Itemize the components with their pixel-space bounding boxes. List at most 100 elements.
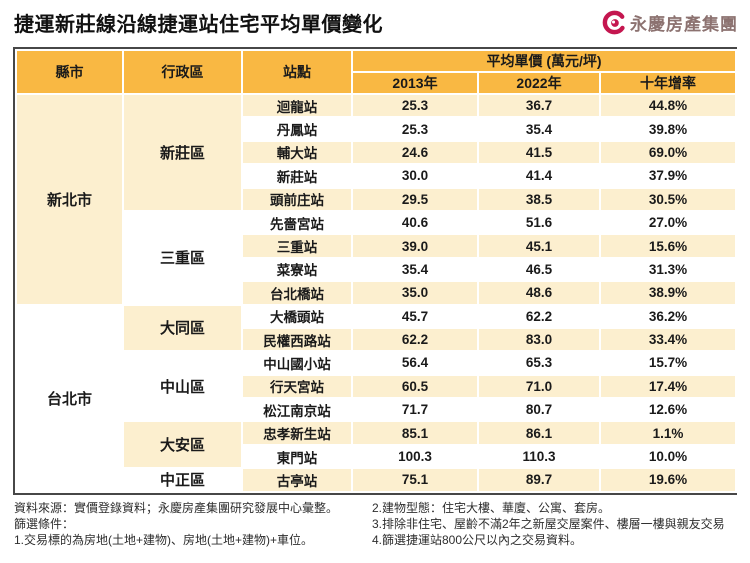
footer-notes: 資料來源：實價登錄資料；永慶房產集團研究發展中心彙整。 篩選條件： 1.交易標的… (14, 501, 738, 549)
station-cell: 新莊站 (241, 163, 353, 189)
header-district: 行政區 (122, 49, 243, 95)
growth-cell: 39.8% (598, 116, 738, 142)
growth-cell: 19.6% (598, 467, 738, 493)
company-name: 永慶房產集團 (630, 15, 738, 34)
footer-filter-label: 篩選條件： (14, 516, 75, 531)
price-2022-cell: 48.6 (477, 280, 601, 306)
footer-condition-4: 4.篩選捷運站800公尺以內之交易資料。 (372, 532, 583, 547)
growth-cell: 10.0% (598, 443, 738, 470)
price-2022-cell: 36.7 (477, 92, 601, 119)
footer-condition-2: 2.建物型態：住宅大樓、華廈、公寓、套房。 (372, 501, 611, 515)
price-2022-cell: 65.3 (477, 350, 601, 376)
price-2022-cell: 86.1 (477, 420, 601, 446)
price-2022-cell: 35.4 (477, 116, 601, 142)
price-2013-cell: 35.4 (351, 256, 479, 283)
price-2013-cell: 35.0 (351, 280, 479, 306)
growth-cell: 33.4% (598, 326, 738, 353)
price-2013-cell: 29.5 (351, 186, 479, 212)
station-cell: 輔大站 (241, 139, 353, 166)
table-row: 三重區 先嗇宮站 40.6 51.6 27.0% (16, 209, 738, 306)
table-row: 中山區 中山國小站 56.4 65.3 15.7% (16, 350, 738, 423)
price-2022-cell: 51.6 (477, 209, 601, 236)
footer-source: 資料來源：實價登錄資料；永慶房產集團研究發展中心彙整。 (14, 501, 339, 515)
table-row: 東門站 100.3 110.3 10.0% (16, 443, 738, 470)
footer-condition-3: 3.排除非住宅、屋齡不滿2年之新屋交屋案件、樓層一樓與親友交易 (372, 516, 725, 531)
station-cell: 中山國小站 (241, 350, 353, 376)
price-2022-cell: 41.4 (477, 163, 601, 189)
station-cell: 行天宮站 (241, 373, 353, 400)
price-table-container: 縣市 行政區 站點 平均單價 (萬元/坪) 2013年 2022年 十年增率 新… (13, 47, 738, 495)
district-cell: 大安區 (122, 420, 243, 470)
price-2022-cell: 80.7 (477, 397, 601, 423)
price-2013-cell: 40.6 (351, 209, 479, 236)
growth-cell: 27.0% (598, 209, 738, 236)
growth-cell: 12.6% (598, 397, 738, 423)
company-logo: 永慶房產集團 (602, 10, 738, 35)
station-cell: 東門站 (241, 443, 353, 470)
station-cell: 大橋頭站 (241, 303, 353, 329)
price-2013-cell: 25.3 (351, 116, 479, 142)
page-title: 捷運新莊線沿線捷運站住宅平均單價變化 (14, 14, 383, 36)
price-2022-cell: 89.7 (477, 467, 601, 493)
table-row: 中正區 古亭站 75.1 89.7 19.6% (16, 467, 738, 493)
district-cell: 中山區 (122, 350, 243, 423)
price-2022-cell: 41.5 (477, 139, 601, 166)
price-2013-cell: 30.0 (351, 163, 479, 189)
growth-cell: 17.4% (598, 373, 738, 400)
price-2013-cell: 24.6 (351, 139, 479, 166)
footer-condition-1: 1.交易標的為房地(土地+建物)、房地(土地+建物)+車位。 (14, 532, 314, 547)
station-cell: 丹鳳站 (241, 116, 353, 142)
district-cell: 大同區 (122, 303, 243, 353)
table-row: 大安區 忠孝新生站 85.1 86.1 1.1% (16, 420, 738, 470)
growth-cell: 44.8% (598, 92, 738, 119)
city-cell: 新北市 (15, 93, 124, 306)
station-cell: 三重站 (241, 233, 353, 259)
district-cell: 中正區 (122, 467, 243, 493)
price-2022-cell: 110.3 (477, 443, 601, 470)
station-cell: 松江南京站 (241, 397, 353, 423)
station-cell: 古亭站 (241, 467, 353, 493)
header-price-group: 平均單價 (萬元/坪) (350, 49, 738, 73)
price-2022-cell: 71.0 (477, 373, 601, 400)
table-body: 新北市 新莊區 迴龍站 25.3 36.7 44.8% 丹鳳站 25.3 35.4 39.8% 輔大… (15, 92, 738, 493)
price-2013-cell: 71.7 (351, 397, 479, 423)
price-2013-cell: 75.1 (351, 467, 479, 493)
price-2022-cell: 83.0 (477, 326, 601, 353)
price-2022-cell: 45.1 (477, 233, 601, 259)
station-cell: 迴龍站 (241, 92, 353, 119)
district-cell: 三重區 (122, 209, 243, 306)
growth-cell: 15.6% (598, 233, 738, 259)
growth-cell: 30.5% (598, 186, 738, 212)
price-2022-cell: 38.5 (477, 186, 601, 212)
price-2013-cell: 100.3 (351, 443, 479, 470)
table-row: 台北市 大同區 大橋頭站 45.7 62.2 36.2% (15, 303, 738, 493)
price-2013-cell: 85.1 (351, 420, 479, 446)
district-cell: 新莊區 (122, 93, 243, 212)
station-cell: 忠孝新生站 (241, 420, 353, 446)
price-table: 縣市 行政區 站點 平均單價 (萬元/坪) 2013年 2022年 十年增率 新… (15, 49, 738, 493)
price-2022-cell: 62.2 (477, 303, 601, 329)
growth-cell: 37.9% (598, 163, 738, 189)
station-cell: 先嗇宮站 (241, 209, 353, 236)
table-header: 縣市 行政區 站點 平均單價 (萬元/坪) 2013年 2022年 十年增率 (15, 49, 738, 95)
station-cell: 菜寮站 (241, 256, 353, 283)
price-2013-cell: 56.4 (351, 350, 479, 376)
station-cell: 台北橋站 (241, 280, 353, 306)
station-cell: 頭前庄站 (241, 186, 353, 212)
price-2013-cell: 62.2 (351, 326, 479, 353)
table-row: 新北市 新莊區 迴龍站 25.3 36.7 44.8% (15, 92, 738, 306)
yungching-spiral-logo-icon (602, 10, 627, 35)
price-2013-cell: 25.3 (351, 92, 479, 119)
price-2013-cell: 60.5 (351, 373, 479, 400)
header-2022: 2022年 (477, 71, 601, 95)
footer-right-column: 2.建物型態：住宅大樓、華廈、公寓、套房。 3.排除非住宅、屋齡不滿2年之新屋交… (372, 501, 738, 549)
growth-cell: 31.3% (598, 256, 738, 283)
growth-cell: 36.2% (598, 303, 738, 329)
header-city: 縣市 (15, 49, 124, 95)
header-growth: 十年增率 (598, 71, 738, 95)
price-2022-cell: 46.5 (477, 256, 601, 283)
growth-cell: 15.7% (598, 350, 738, 376)
price-2013-cell: 45.7 (351, 303, 479, 329)
growth-cell: 69.0% (598, 139, 738, 166)
